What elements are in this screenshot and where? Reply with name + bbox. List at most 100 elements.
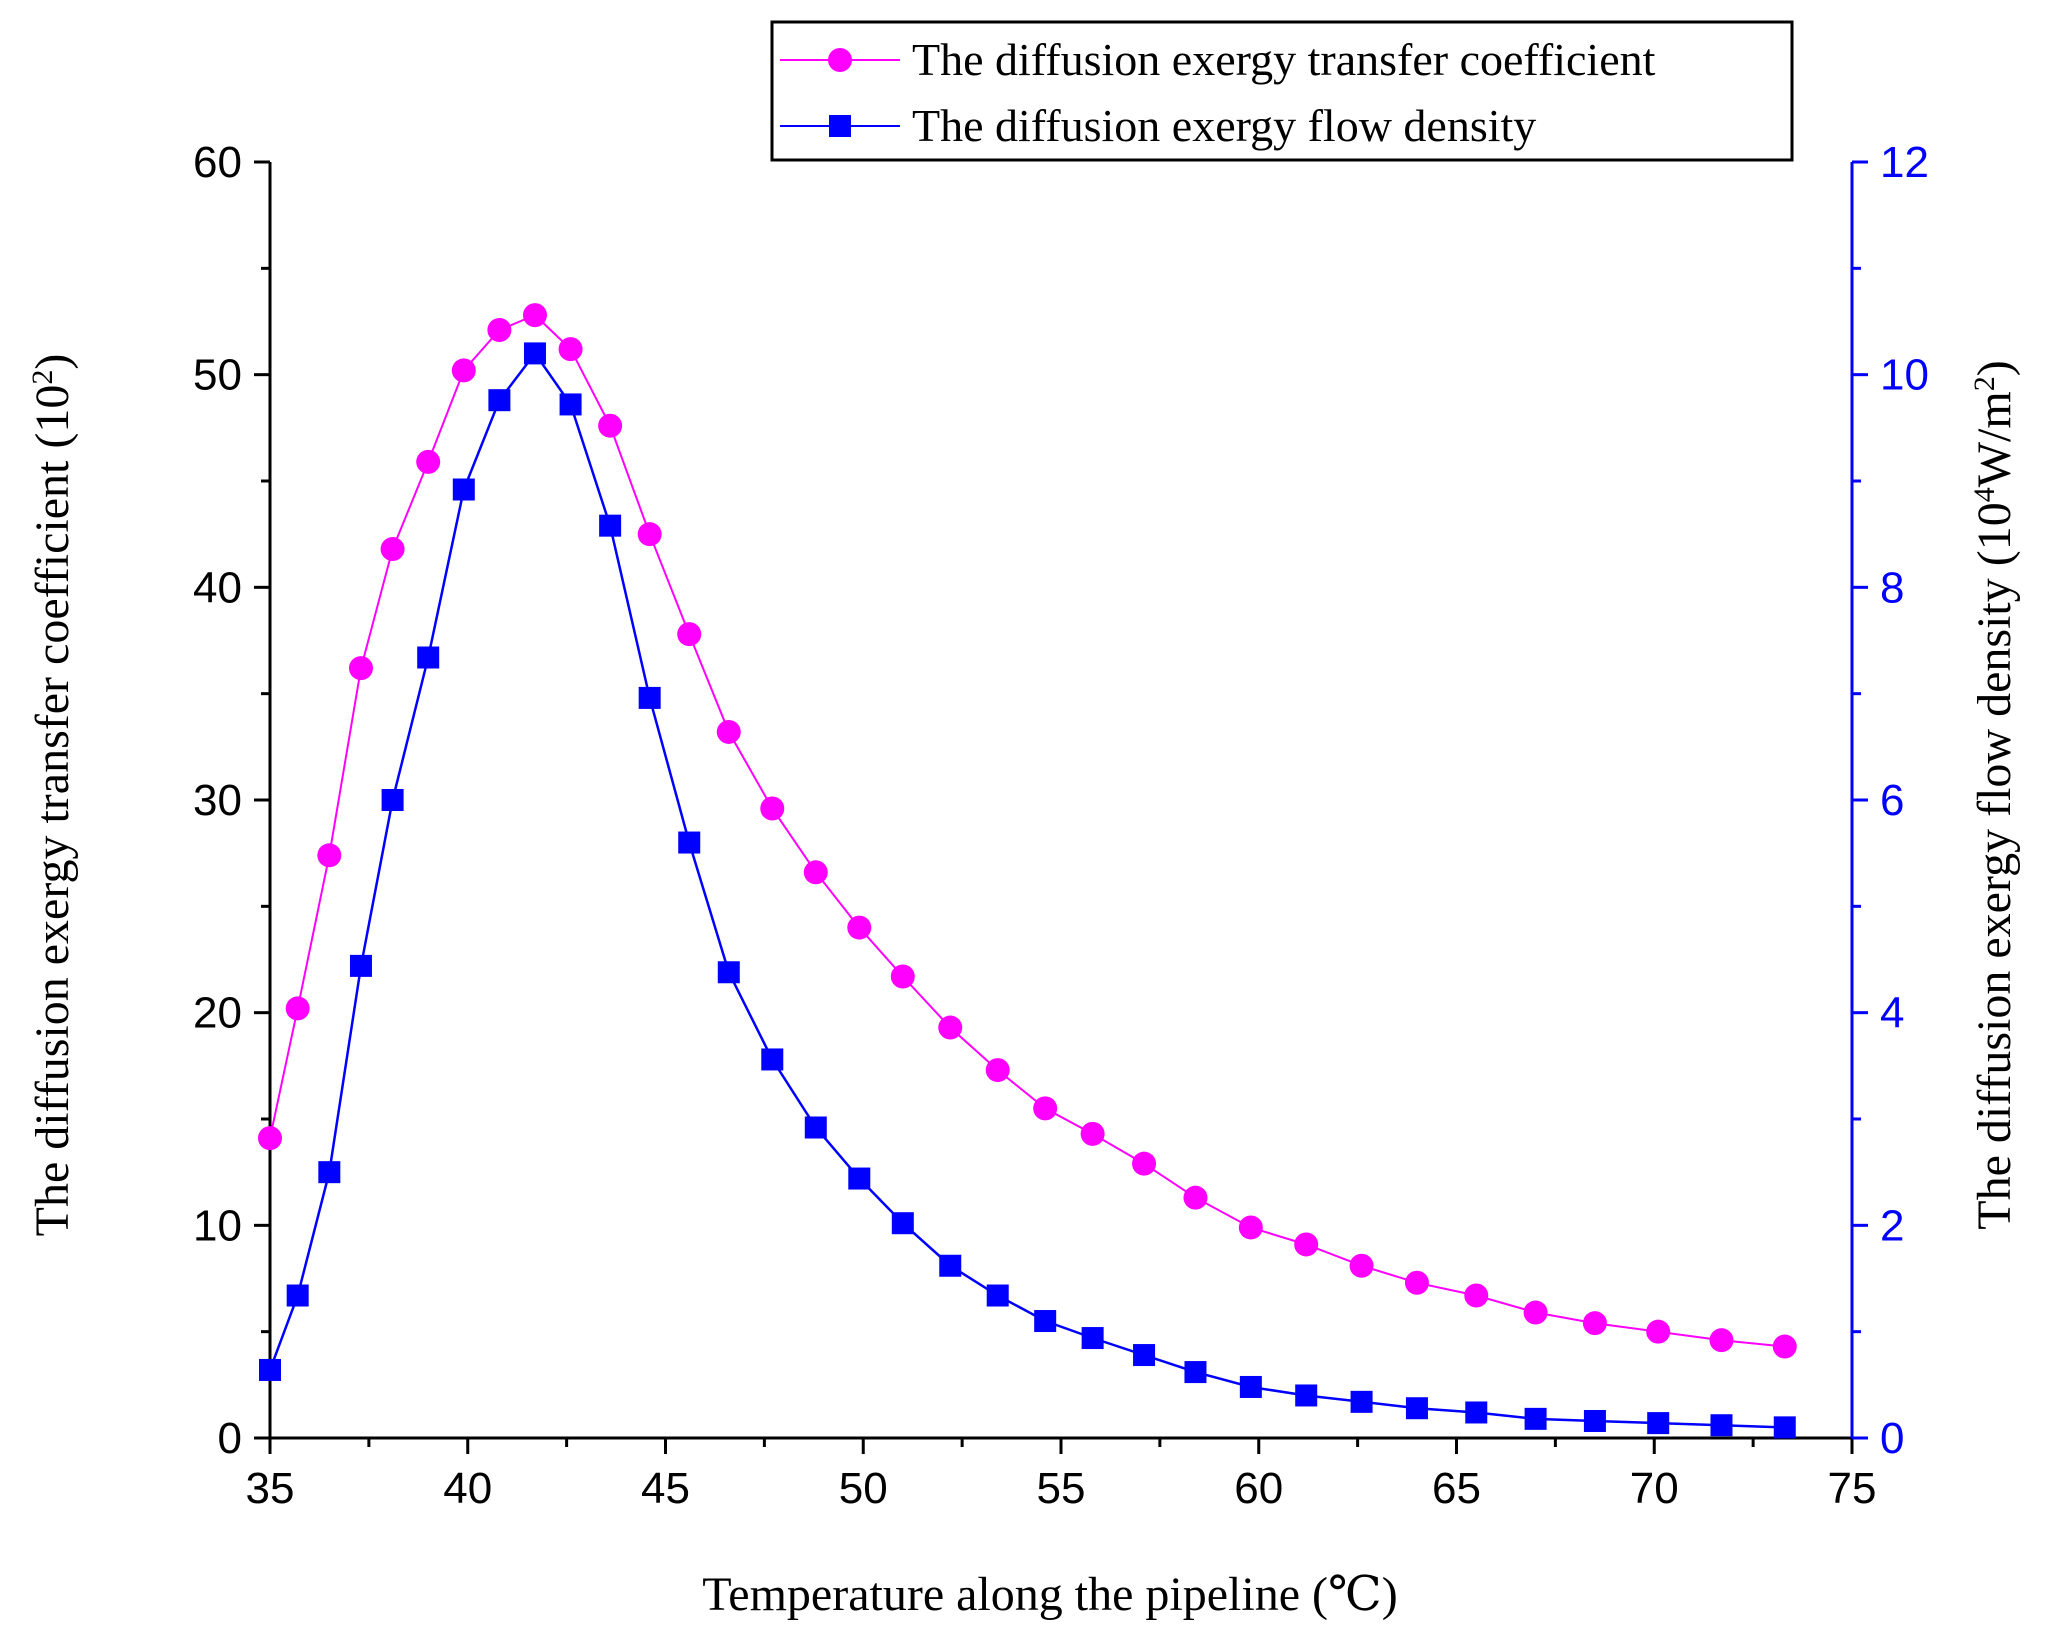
data-point-circle xyxy=(716,719,741,744)
y-right-tick-label: 6 xyxy=(1880,776,1904,825)
y-left-tick-label: 60 xyxy=(193,138,242,187)
data-point-circle xyxy=(1294,1232,1319,1257)
data-point-square xyxy=(1184,1361,1207,1384)
x-tick-label: 60 xyxy=(1234,1464,1283,1513)
y-left-tick-label: 40 xyxy=(193,563,242,612)
data-point-circle xyxy=(1582,1311,1607,1336)
data-point-circle xyxy=(598,413,623,438)
y-right-tick-label: 4 xyxy=(1880,989,1904,1038)
data-point-circle xyxy=(1464,1283,1489,1308)
x-tick-label: 35 xyxy=(246,1464,295,1513)
data-point-square xyxy=(559,393,582,416)
series-layer xyxy=(258,303,1797,1439)
data-point-square xyxy=(1350,1390,1373,1413)
data-point-square xyxy=(599,514,622,537)
data-point-square xyxy=(1239,1375,1262,1398)
data-point-square xyxy=(349,954,372,977)
series-transfer-coefficient xyxy=(258,303,1797,1359)
legend-marker-circle xyxy=(828,48,852,72)
data-point-square xyxy=(1081,1327,1104,1350)
data-point-circle xyxy=(760,796,785,821)
data-point-square xyxy=(417,646,440,669)
data-point-square xyxy=(939,1254,962,1277)
data-point-square xyxy=(488,389,511,412)
data-point-circle xyxy=(1033,1096,1058,1121)
data-point-circle xyxy=(258,1126,282,1151)
data-point-square xyxy=(318,1161,341,1184)
data-point-square xyxy=(1295,1384,1318,1407)
data-point-square xyxy=(638,686,661,709)
data-point-square xyxy=(678,831,701,854)
data-point-circle xyxy=(985,1058,1010,1083)
data-point-square xyxy=(523,342,546,365)
y-left-tick-label: 10 xyxy=(193,1201,242,1250)
y-left-tick-label: 0 xyxy=(218,1414,242,1463)
legend-box xyxy=(770,20,1794,162)
data-point-square xyxy=(1133,1344,1156,1367)
legend-item-coefficient: The diffusion exergy transfer coefficien… xyxy=(780,34,1656,85)
data-point-circle xyxy=(1404,1270,1429,1295)
data-point-circle xyxy=(285,996,310,1021)
data-point-circle xyxy=(522,303,547,328)
legend-label-coefficient: The diffusion exergy transfer coefficien… xyxy=(912,34,1656,85)
x-tick-label: 70 xyxy=(1630,1464,1679,1513)
legend-item-flow-density: The diffusion exergy flow density xyxy=(780,100,1536,151)
data-point-circle xyxy=(451,358,476,383)
data-point-square xyxy=(1583,1409,1606,1432)
y-right-tick-label: 2 xyxy=(1880,1201,1904,1250)
data-point-circle xyxy=(416,449,441,474)
x-tick-label: 40 xyxy=(443,1464,492,1513)
data-point-square xyxy=(848,1167,871,1190)
data-point-circle xyxy=(380,537,405,562)
data-point-circle xyxy=(348,656,373,681)
data-point-circle xyxy=(890,964,915,989)
data-point-circle xyxy=(847,915,872,940)
y-right-tick-label: 12 xyxy=(1880,138,1929,187)
series-line xyxy=(269,313,1785,1348)
data-point-circle xyxy=(1646,1319,1671,1344)
data-point-square xyxy=(452,478,475,501)
x-tick-label: 55 xyxy=(1037,1464,1086,1513)
data-point-circle xyxy=(803,860,828,885)
data-point-square xyxy=(717,961,740,984)
y-right-tick-label: 10 xyxy=(1880,351,1929,400)
data-point-square xyxy=(761,1048,784,1071)
data-point-square xyxy=(1034,1310,1057,1333)
data-point-square xyxy=(1710,1414,1733,1437)
y-right-tick-label: 8 xyxy=(1880,563,1904,612)
legend: The diffusion exergy transfer coefficien… xyxy=(770,20,1794,162)
legend-marker-square xyxy=(829,115,851,137)
x-tick-label: 50 xyxy=(839,1464,888,1513)
data-point-square xyxy=(1465,1401,1488,1424)
data-point-circle xyxy=(677,622,702,647)
data-point-circle xyxy=(1709,1328,1734,1353)
data-point-circle xyxy=(1132,1151,1157,1176)
y-left-tick-label: 30 xyxy=(193,776,242,825)
data-point-circle xyxy=(558,337,583,362)
data-point-square xyxy=(286,1284,309,1307)
y-axis-right-label: The diffusion exergy flow density (104W/… xyxy=(1968,360,2022,1229)
series-line xyxy=(268,351,1785,1429)
x-axis-label: Temperature along the pipeline (℃) xyxy=(702,1568,1397,1621)
data-point-square xyxy=(986,1284,1009,1307)
data-point-circle xyxy=(1238,1215,1263,1240)
data-point-square xyxy=(1405,1397,1428,1420)
data-point-circle xyxy=(317,843,342,868)
data-point-circle xyxy=(1772,1334,1797,1359)
legend-label-flow-density: The diffusion exergy flow density xyxy=(912,100,1536,151)
y-left-tick-label: 20 xyxy=(193,989,242,1038)
series-flow-density xyxy=(259,342,1796,1439)
data-point-circle xyxy=(1080,1121,1105,1146)
data-point-circle xyxy=(1523,1300,1548,1325)
data-point-square xyxy=(891,1212,914,1235)
y-axis-left-label: The diffusion exergy transfer coefficien… xyxy=(26,354,80,1237)
data-point-circle xyxy=(1349,1253,1374,1278)
data-point-square xyxy=(381,789,404,811)
y-left-tick-label: 50 xyxy=(193,351,242,400)
data-point-square xyxy=(1524,1407,1547,1430)
y-right-tick-label: 0 xyxy=(1880,1414,1904,1463)
data-point-circle xyxy=(938,1015,963,1040)
data-point-circle xyxy=(637,522,662,547)
data-point-circle xyxy=(1183,1185,1208,1210)
